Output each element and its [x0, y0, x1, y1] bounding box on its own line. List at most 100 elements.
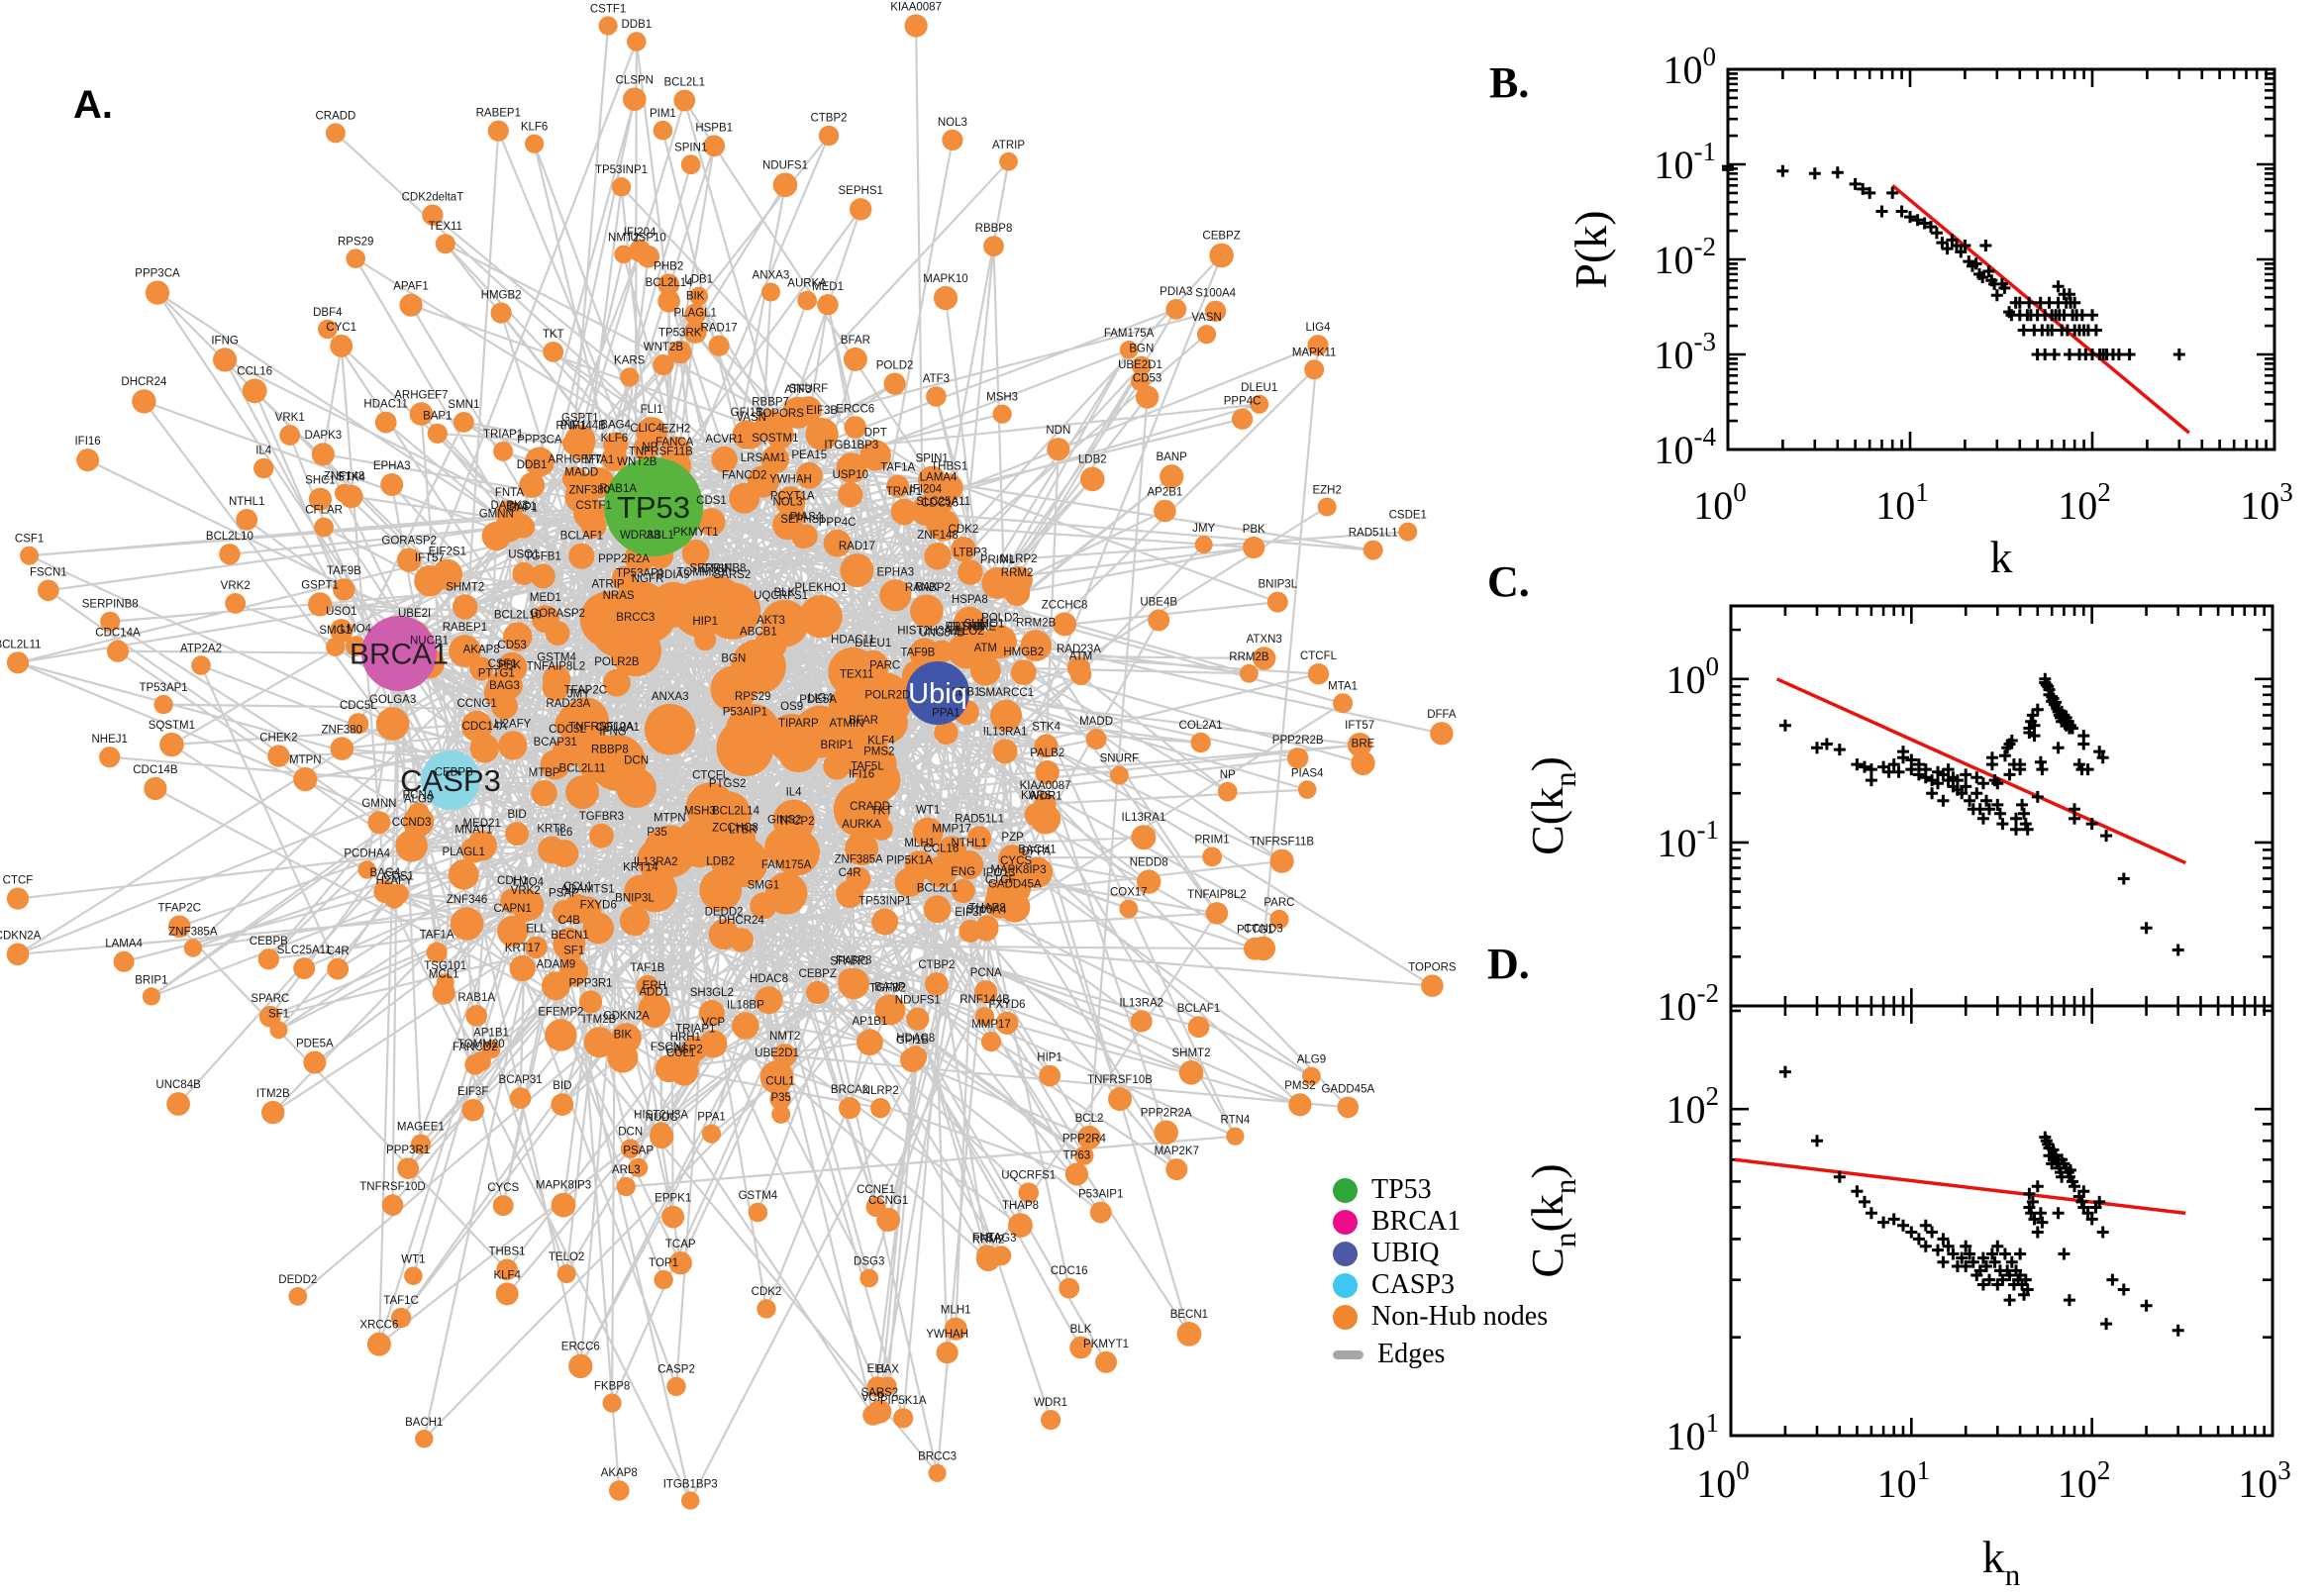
node-label: GORASP2 [381, 536, 437, 548]
node-label: RAB1A [599, 483, 637, 495]
node-label: ADD1 [639, 987, 669, 999]
network-node [509, 1087, 532, 1109]
network-node [923, 895, 952, 924]
node-label: TGFBR3 [579, 811, 624, 823]
node-label: CCND3 [1244, 924, 1283, 936]
node-label: CEBPZ [1202, 231, 1240, 243]
network-node [607, 1042, 639, 1073]
node-label: MTPN [289, 754, 322, 766]
network-node [818, 125, 840, 147]
network-node [1269, 848, 1294, 873]
node-label: BFAR [841, 335, 870, 347]
node-label: PCDHA4 [344, 848, 390, 859]
network-node [357, 860, 376, 879]
tick-base: 10 [1655, 238, 1694, 282]
node-label: AKAP8 [463, 645, 500, 656]
network-node [167, 915, 191, 939]
tick-exponent: 2 [2097, 477, 2111, 507]
network-node [748, 1202, 768, 1223]
node-label: XRCC6 [359, 1320, 398, 1332]
tick-exponent: -3 [1694, 327, 1717, 356]
tick-exponent: 0 [1736, 1455, 1750, 1485]
node-label: PPA1 [697, 1112, 726, 1124]
node-label: ABCB1 [740, 627, 777, 639]
network-node [346, 636, 366, 656]
node-label: SNURF [789, 383, 829, 395]
node-label: BID [508, 809, 527, 821]
node-label: MAPK11 [1292, 347, 1337, 358]
node-label: CLIC4 [630, 423, 662, 435]
node-label: CTCF [3, 875, 34, 887]
network-node [934, 720, 959, 746]
network-node [427, 423, 448, 444]
node-label: SPIN1 [916, 453, 949, 465]
node-label: TNFRSF10A [568, 722, 634, 734]
node-label: PPP3R1 [386, 1145, 430, 1156]
node-label: KIAA0087 [890, 1, 942, 13]
node-label: VRK1 [275, 412, 305, 424]
node-label: CDS1 [383, 871, 414, 883]
network-node [893, 1408, 914, 1429]
node-label: MLH1 [904, 838, 935, 849]
network-node [982, 625, 1017, 659]
node-label: HIST2H3A [634, 1109, 688, 1121]
node-label: VRK2 [221, 580, 251, 592]
node-label: CDC16 [1051, 1265, 1088, 1277]
network-node [450, 907, 484, 941]
node-label: TIPARP [778, 718, 819, 730]
node-label: FANCA [656, 437, 694, 449]
plot-D-axis-ticks [1729, 1006, 2274, 1438]
network-node [505, 822, 530, 847]
node-label: TNFRSF10D [359, 1181, 425, 1193]
plot-C-ytick-label: 100 [1666, 651, 1720, 702]
node-label: CTGF [701, 563, 732, 575]
node-label: SPARC [251, 993, 289, 1005]
network-node [490, 302, 512, 324]
node-label: LMO4 [513, 877, 545, 889]
node-label: PLAGL1 [442, 847, 484, 858]
node-label: HMGB2 [1003, 647, 1044, 658]
network-node [661, 1205, 685, 1229]
tick-exponent: 3 [2279, 477, 2293, 507]
network-node [654, 1269, 673, 1290]
node-label: DPT [864, 427, 887, 439]
node-label: CLSPN [616, 74, 654, 86]
network-node [269, 1021, 288, 1040]
network-node [308, 592, 333, 617]
node-label: ALG9 [404, 793, 433, 805]
node-label: CDKN2A [0, 931, 42, 943]
network-node [481, 521, 511, 551]
node-label: WT1 [916, 805, 940, 817]
node-label: ENG [951, 866, 975, 878]
node-label: TFAP2C [157, 903, 200, 915]
node-label: LTBR [729, 824, 758, 836]
tick-exponent: 0 [1733, 477, 1747, 507]
node-label: VASN [1191, 312, 1221, 324]
node-label: USO1 [508, 549, 539, 561]
node-label: DLEU1 [1241, 382, 1277, 394]
axis-label-text: ) [1522, 756, 1572, 771]
node-label: TOMM20 [676, 567, 724, 579]
network-node [791, 526, 815, 549]
network-node [1266, 591, 1288, 613]
hub-node-brca1 [361, 616, 437, 691]
node-label: KIAA0087 [1020, 780, 1071, 792]
node-label: FSCN1 [30, 567, 67, 579]
node-label: ITGB1BP3 [824, 440, 878, 451]
node-label: TFAP2C [564, 685, 607, 697]
node-label: NMT2 [608, 233, 639, 245]
node-label: SHMT2 [1172, 1047, 1211, 1059]
network-node [857, 1029, 883, 1056]
network-node [817, 294, 839, 316]
node-label: NEDD8 [1130, 857, 1168, 869]
network-node [1288, 1093, 1312, 1117]
node-label: PBK [1243, 524, 1265, 536]
node-label: PCYT1A [770, 490, 815, 502]
node-label: SPARC [830, 955, 868, 967]
node-label: LAMA4 [920, 472, 958, 484]
node-label: PLEKHO1 [794, 582, 847, 594]
network-node [683, 320, 707, 344]
network-node [836, 452, 867, 483]
network-node [348, 713, 369, 735]
network-node [1398, 522, 1418, 542]
